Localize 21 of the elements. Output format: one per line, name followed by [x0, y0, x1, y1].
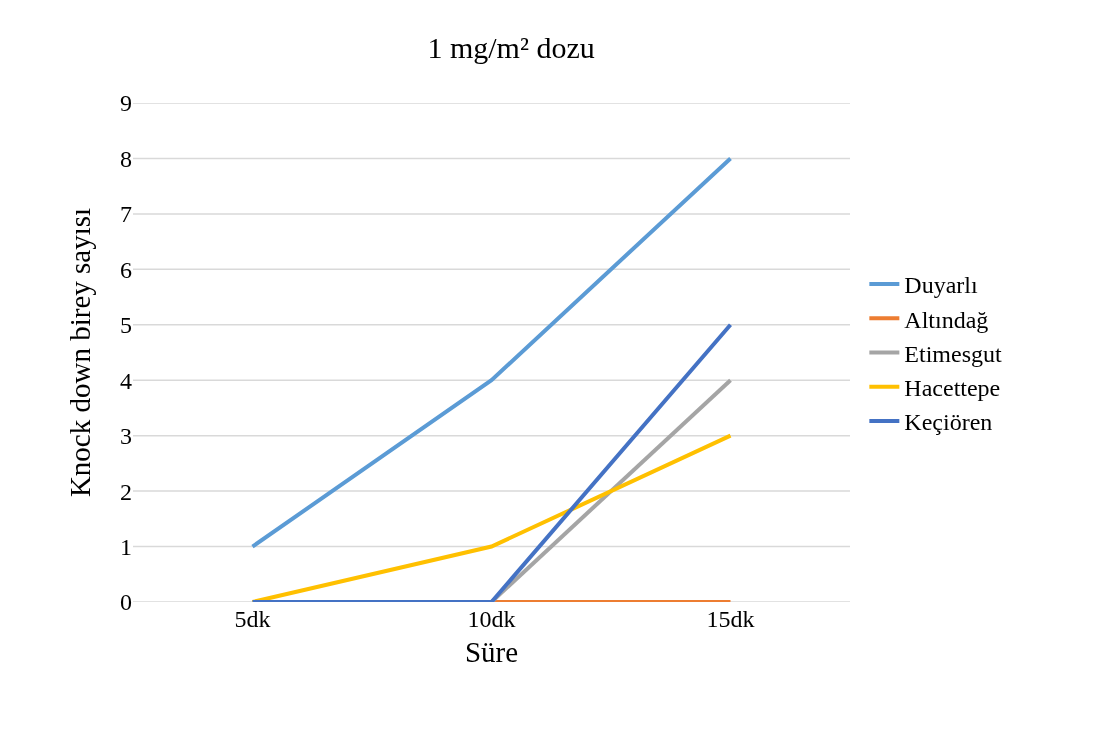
- y-tick-label: 5: [120, 312, 132, 339]
- y-tick-label: 7: [120, 201, 132, 228]
- legend-label: Hacettepe: [904, 375, 1001, 402]
- x-tick-label: 15dk: [706, 606, 755, 632]
- chart-title: 1 mg/m² dozu: [427, 31, 595, 65]
- y-tick-label: 8: [120, 145, 132, 172]
- y-tick-label: 1: [120, 533, 132, 560]
- x-tick-label: 5dk: [234, 606, 271, 632]
- y-tick-label: 0: [120, 589, 132, 616]
- y-tick-label: 2: [120, 478, 132, 505]
- y-tick-label: 3: [120, 423, 132, 450]
- y-tick-label: 6: [120, 256, 132, 283]
- legend-label: Altındağ: [904, 306, 989, 333]
- y-tick-label: 4: [120, 367, 132, 394]
- y-axis-title: Knock down birey sayısı: [64, 207, 97, 498]
- legend-label: Etimesgut: [904, 340, 1002, 367]
- x-tick-label: 10dk: [467, 606, 516, 632]
- legend-label: Keçiören: [904, 409, 993, 436]
- legend-label: Duyarlı: [904, 272, 978, 299]
- y-tick-label: 9: [120, 90, 132, 117]
- x-axis-title: Süre: [464, 635, 519, 668]
